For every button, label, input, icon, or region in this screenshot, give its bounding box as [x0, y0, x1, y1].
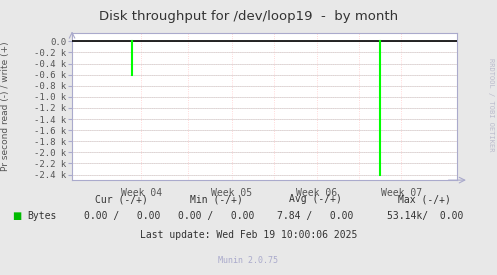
Text: 7.84 /   0.00: 7.84 / 0.00: [277, 211, 354, 221]
Text: Bytes: Bytes: [27, 211, 57, 221]
Text: 0.00 /   0.00: 0.00 / 0.00: [178, 211, 254, 221]
Text: Munin 2.0.75: Munin 2.0.75: [219, 257, 278, 265]
Text: Week 05: Week 05: [211, 188, 252, 198]
Text: Week 06: Week 06: [296, 188, 337, 198]
Text: Min (-/+): Min (-/+): [190, 194, 243, 204]
Text: Cur (-/+): Cur (-/+): [95, 194, 148, 204]
Text: Last update: Wed Feb 19 10:00:06 2025: Last update: Wed Feb 19 10:00:06 2025: [140, 230, 357, 240]
Text: Max (-/+): Max (-/+): [399, 194, 451, 204]
Text: Disk throughput for /dev/loop19  -  by month: Disk throughput for /dev/loop19 - by mon…: [99, 10, 398, 23]
Text: Week 04: Week 04: [121, 188, 162, 198]
Text: 53.14k/  0.00: 53.14k/ 0.00: [387, 211, 463, 221]
Text: 0.00 /   0.00: 0.00 / 0.00: [83, 211, 160, 221]
Text: ■: ■: [12, 211, 22, 221]
Text: Avg (-/+): Avg (-/+): [289, 194, 342, 204]
Text: Week 07: Week 07: [381, 188, 422, 198]
Text: Pr second read (-) / write (+): Pr second read (-) / write (+): [1, 41, 10, 171]
Text: RRDTOOL / TOBI OETIKER: RRDTOOL / TOBI OETIKER: [488, 58, 494, 151]
